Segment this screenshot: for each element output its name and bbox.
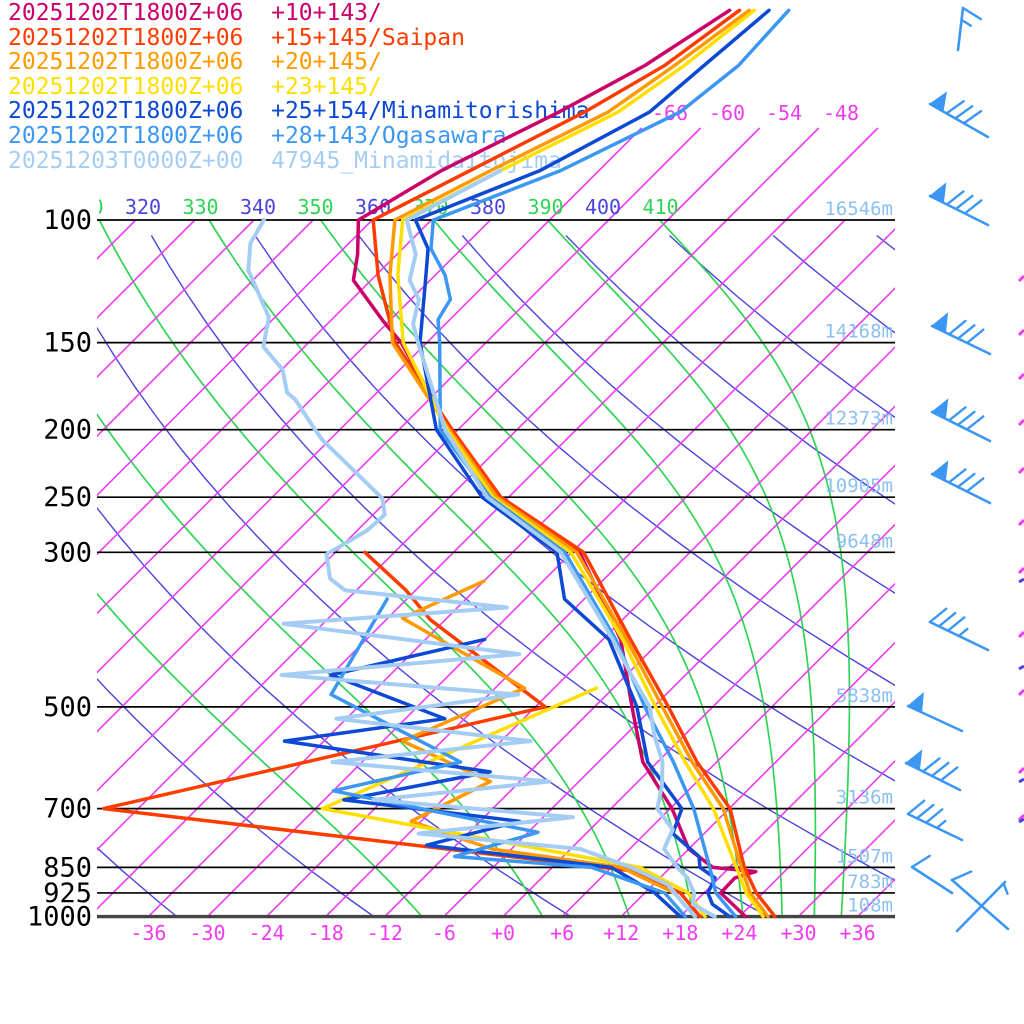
wind-barb-8 xyxy=(904,749,962,792)
temperature-curve xyxy=(413,8,771,919)
temp-label-+36: +36 xyxy=(840,921,876,945)
theta-label-400: 400 xyxy=(585,195,621,219)
altitude-label-1507m: 1507m xyxy=(836,845,893,867)
wind-barb-9 xyxy=(906,799,964,842)
temperature-curve xyxy=(429,8,791,919)
legend-row-1: 20251202T1800Z+06 +15+145/Saipan xyxy=(8,24,465,51)
wind-barbs xyxy=(904,6,1024,933)
altitude-label-108m: 108m xyxy=(847,895,893,917)
wind-barb-3 xyxy=(930,312,992,356)
altitude-label-16546m: 16546m xyxy=(824,198,893,220)
temp-label-+6: +6 xyxy=(550,921,574,945)
dewpoint-curve xyxy=(282,637,683,919)
theta-label-330: 330 xyxy=(182,195,218,219)
sounding-5 xyxy=(329,8,791,919)
legend-row-4: 20251202T1800Z+06 +25+154/Minamitorishim… xyxy=(8,98,590,125)
pressure-label-1000: 1000 xyxy=(27,902,92,933)
pressure-label-925: 925 xyxy=(43,878,92,909)
legend-row-5: 20251202T1800Z+06 +28+143/Ogasawara xyxy=(8,122,507,149)
sounding-4 xyxy=(282,8,771,919)
temp-label--36: -36 xyxy=(130,921,166,945)
wind-barb-12 xyxy=(955,880,1009,933)
pressure-label-500: 500 xyxy=(43,692,92,723)
sounding-2 xyxy=(388,8,770,919)
moist-adiabats-grid xyxy=(97,219,851,918)
legend-row-0: 20251202T1800Z+06 +10+143/ xyxy=(8,0,382,26)
wind-barb-1 xyxy=(928,91,990,139)
temperature-curve xyxy=(371,8,777,919)
temperature-curve xyxy=(396,8,765,919)
temperature-curve xyxy=(388,8,770,919)
dewpoint-curve xyxy=(400,579,697,919)
pressure-label-100: 100 xyxy=(43,205,92,236)
altitude-label-783m: 783m xyxy=(847,871,893,893)
temp-label--18: -18 xyxy=(308,921,344,945)
sounding-6 xyxy=(246,168,717,919)
isotherm-top-label--60: -60 xyxy=(709,101,745,125)
wind-barb-6 xyxy=(928,607,990,652)
theta-label-410: 410 xyxy=(642,195,678,219)
temp-label--6: -6 xyxy=(432,921,456,945)
wind-barb-2 xyxy=(928,182,990,227)
legend-row-6: 20251203T0000Z+00 47945_Minamidaitojima xyxy=(8,147,562,174)
temp-label--30: -30 xyxy=(189,921,225,945)
pressure-label-850: 850 xyxy=(43,852,92,883)
altitude-label-10905m: 10905m xyxy=(824,475,893,497)
altitude-label-14168m: 14168m xyxy=(824,321,893,343)
dewpoint-curve xyxy=(246,218,698,919)
temp-label--24: -24 xyxy=(249,921,285,945)
legend-row-3: 20251202T1800Z+06 +23+145/ xyxy=(8,73,382,100)
wind-barb-7 xyxy=(906,691,964,733)
temperature-curve xyxy=(404,168,717,919)
pressure-label-250: 250 xyxy=(43,482,92,513)
isotherms-grid xyxy=(97,219,895,918)
legend-row-2: 20251202T1800Z+06 +20+145/ xyxy=(8,49,382,76)
theta-label-340: 340 xyxy=(240,195,276,219)
temp-label-+18: +18 xyxy=(662,921,698,945)
temp-label--12: -12 xyxy=(367,921,403,945)
axis-labels: 100 16546m 150 14168m 200 12373m 250 10905m 300 9… xyxy=(27,101,893,945)
theta-label-320: 320 xyxy=(125,195,161,219)
altitude-label-5838m: 5838m xyxy=(836,685,893,707)
temp-label-+12: +12 xyxy=(603,921,639,945)
pressure-label-700: 700 xyxy=(43,794,92,825)
sounding-curves xyxy=(101,8,791,919)
isotherm-top-label--48: -48 xyxy=(823,101,859,125)
wind-barb-5 xyxy=(930,460,992,505)
temp-label-+24: +24 xyxy=(721,921,757,945)
dry-adiabats-grid xyxy=(97,234,895,918)
theta-label-350: 350 xyxy=(297,195,333,219)
wind-barb-11 xyxy=(950,870,1010,931)
altitude-label-12373m: 12373m xyxy=(824,408,893,430)
wind-barb-10 xyxy=(910,854,954,895)
theta-label-390: 390 xyxy=(527,195,563,219)
altitude-label-9648m: 9648m xyxy=(836,530,893,552)
wind-barb-0 xyxy=(956,6,983,52)
wind-barb-4 xyxy=(930,398,992,443)
pressure-label-200: 200 xyxy=(43,415,92,446)
isotherm-extensions xyxy=(546,127,879,223)
dewpoint-curve xyxy=(329,597,688,919)
theta-label-310: 310 xyxy=(67,195,103,219)
isotherm-top-label--54: -54 xyxy=(766,101,802,125)
temp-label-+0: +0 xyxy=(491,921,515,945)
legend: 20251202T1800Z+06 +10+143/20251202T1800Z… xyxy=(8,1,590,173)
altitude-label-3136m: 3136m xyxy=(836,787,893,809)
pressure-label-300: 300 xyxy=(43,537,92,568)
temp-label-+30: +30 xyxy=(780,921,816,945)
pressure-label-150: 150 xyxy=(43,328,92,359)
